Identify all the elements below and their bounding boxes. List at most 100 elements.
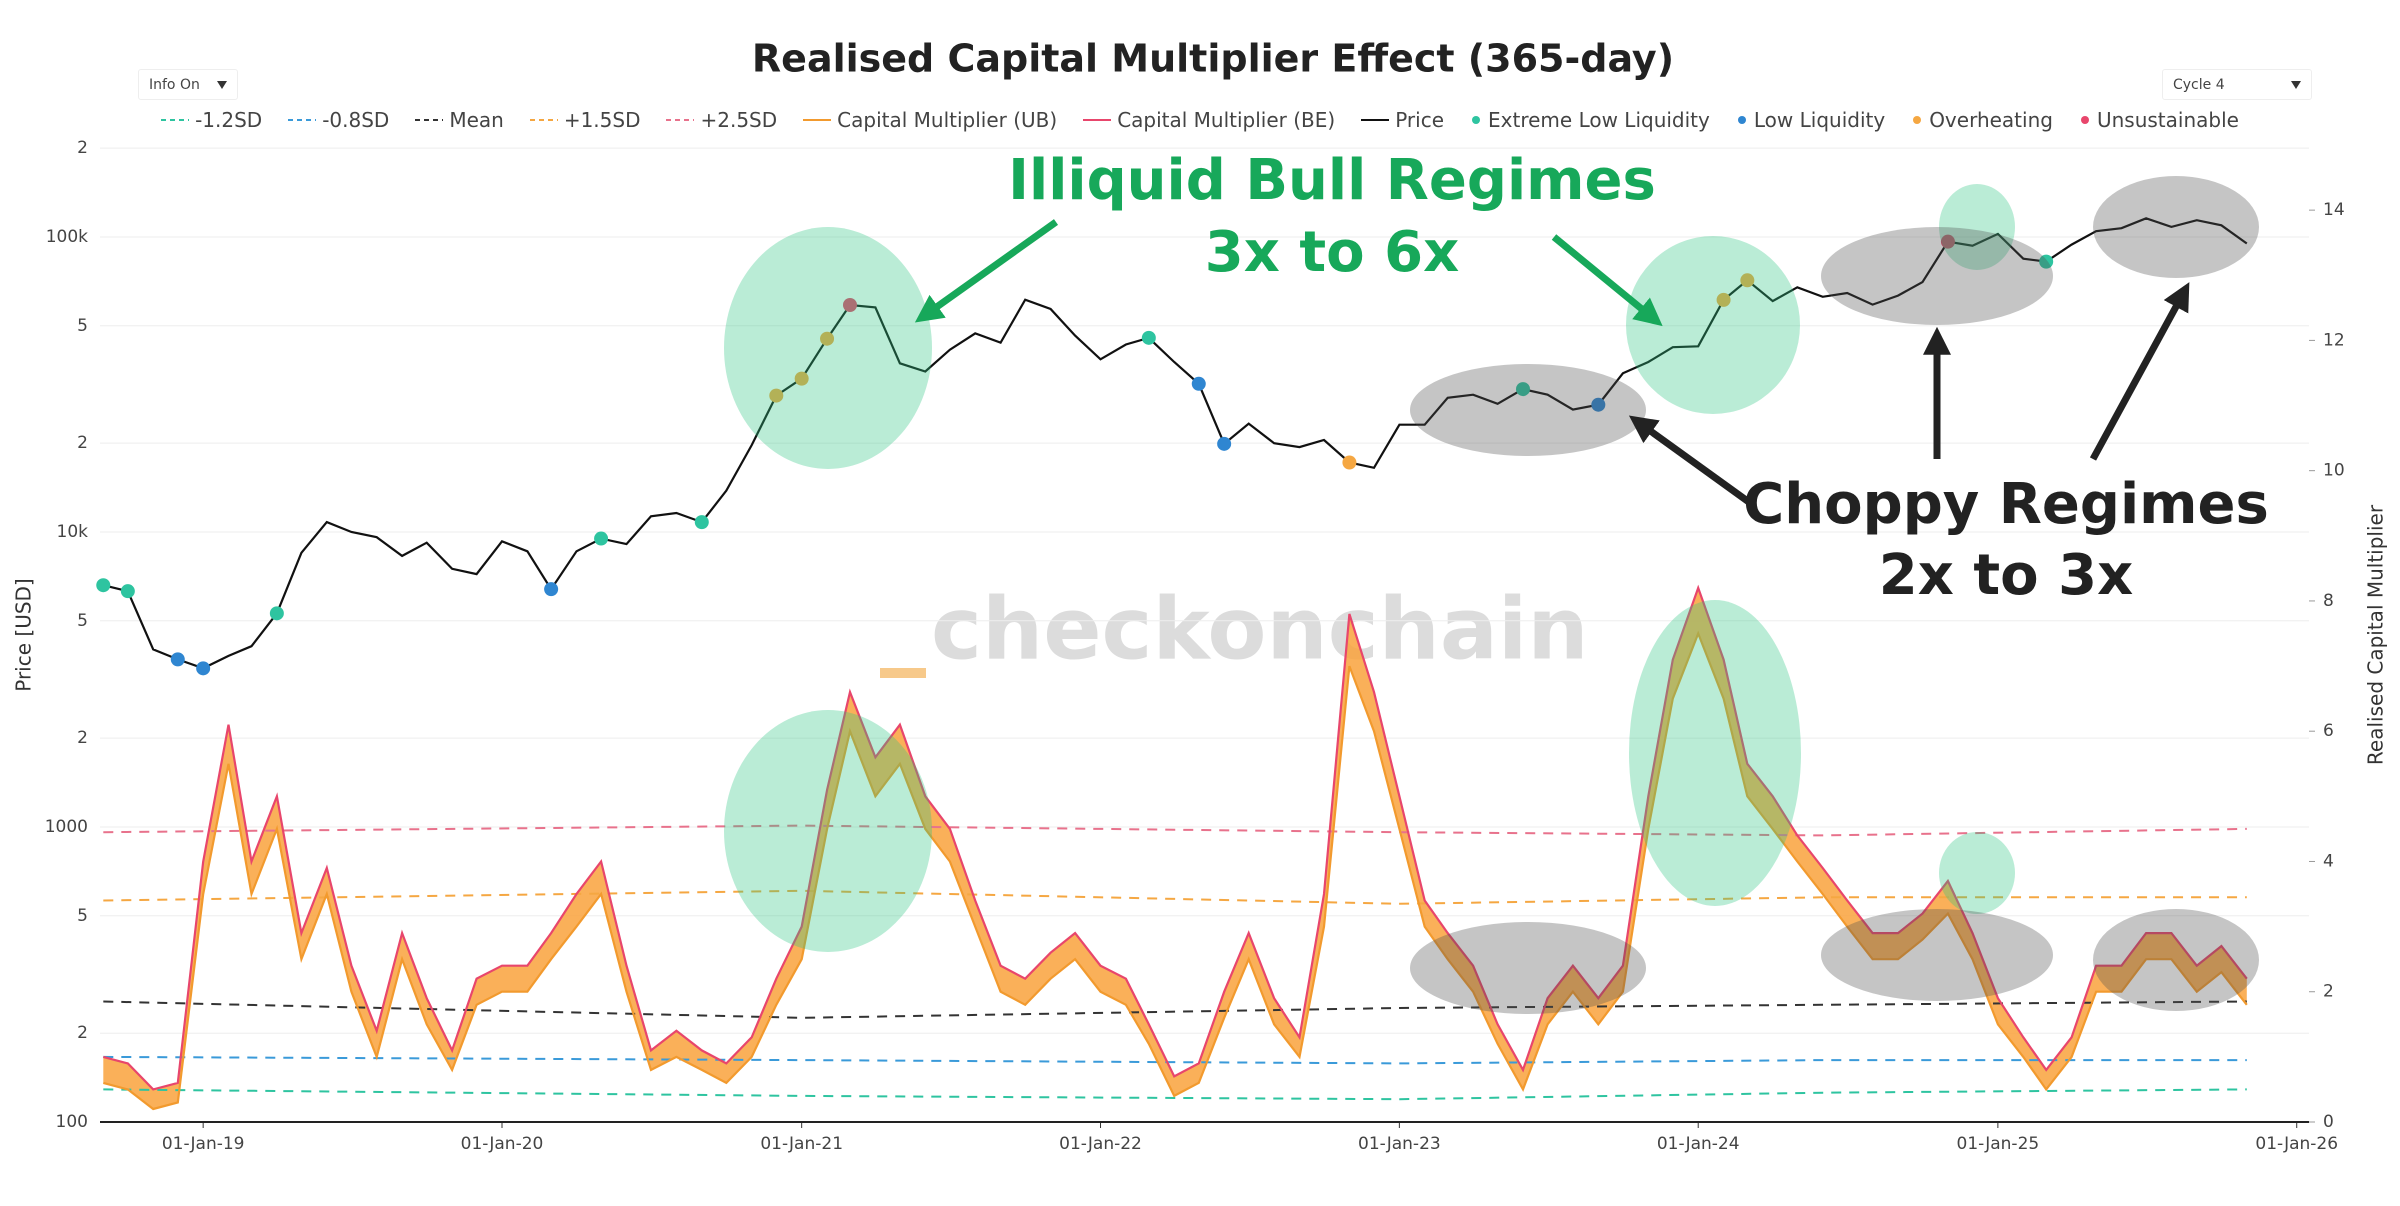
annotation: Illiquid Bull Regimes [1008,148,1656,213]
y-tick-label: 5 [77,611,88,631]
regime-dot [1591,397,1606,412]
series-line [103,584,2248,1091]
legend-label: -1.2SD [195,108,263,132]
legend-label: +1.5SD [563,108,641,132]
x-tick-label: 01-Jan-24 [1657,1134,1740,1154]
legend-label: -0.8SD [322,108,390,132]
regime-dot [2039,254,2054,269]
highlight [1939,184,2015,270]
legend-item: Low Liquidity [1736,108,1885,132]
y-tick-label: 2 [77,433,88,453]
legend-swatch [529,119,558,121]
regime-highlights [724,176,2259,1014]
regime-dot [1740,273,1755,288]
legend-label: Capital Multiplier (UB) [837,108,1058,132]
band-line [103,1055,2247,1065]
legend-swatch [803,119,832,121]
regime-dot [196,661,211,676]
plot [96,217,2248,1111]
annotation: Choppy Regimes [1743,472,2269,537]
dropdown-caret [217,80,227,89]
grid: 100 2 5 1000 2 5 10k 2 5 100k 2 0 2 4 6 8 10 12 14 01-Jan-1… [45,138,2345,1154]
legend-item: Mean [415,108,504,132]
regime-dot [1515,382,1530,397]
legend-item: Extreme Low Liquidity [1470,108,1710,132]
y-tick-label: 100 [56,1112,88,1132]
y-axis-title: Price [USD] [12,578,36,692]
legend-swatch [666,119,695,121]
legend-item: -0.8SD [288,108,389,132]
y2-tick-label: 14 [2323,200,2345,220]
dropdown-label: Cycle 4 [2173,76,2225,93]
legend-swatch [1083,119,1112,121]
y2-tick-label: 10 [2323,461,2345,481]
annotation: 2x to 3x [1879,543,2133,608]
legend-label: Mean [449,108,504,132]
regime-dot [769,388,784,403]
cycle-dropdown[interactable]: Cycle 4 [2162,69,2312,100]
band-line [103,1000,2247,1019]
highlight [2093,909,2259,1011]
dropdown-caret [2291,80,2301,89]
regime-dot [1940,234,1955,249]
legend-label: Price [1395,108,1445,132]
info-dropdown[interactable]: Info On [138,69,238,100]
highlight [1629,600,1801,906]
legend-swatch [415,119,444,121]
dropdown-label: Info On [149,76,200,93]
regime-dot [1141,330,1156,345]
legend-dot [2080,116,2089,124]
y2-tick-label: 0 [2323,1112,2334,1132]
legend-label: Extreme Low Liquidity [1488,108,1710,132]
regime-dot [1191,376,1206,391]
legend-item: Capital Multiplier (BE) [1083,108,1335,132]
legend-item: Unsustainable [2079,108,2239,132]
legend-label: Unsustainable [2096,108,2239,132]
multiplier-fill [103,587,2247,1109]
band-line [103,889,2247,905]
arrow [1551,234,1663,327]
legend-swatch [1472,116,1481,124]
y2-tick-label: 8 [2323,591,2334,611]
legend-dot [1913,116,1922,124]
regime-dot [269,606,284,621]
y-tick-label: 5 [77,316,88,336]
y2-tick-label: 6 [2323,721,2334,741]
regime-dot [1217,436,1232,451]
legend-swatch [1913,116,1922,124]
watermark-underscore [880,668,926,678]
regime-dot [820,331,835,346]
highlight [1939,832,2015,914]
highlight [1410,364,1646,456]
arrow [914,219,1059,323]
y-tick-label: 10k [57,522,89,542]
regime-dot [1342,455,1357,470]
legend-item: Capital Multiplier (UB) [803,108,1057,132]
legend-dot [1737,116,1746,124]
legend-label: Low Liquidity [1753,108,1886,132]
legend-swatch [2080,116,2089,124]
y2-tick-label: 4 [2323,851,2334,871]
y-tick-label: 2 [77,138,88,158]
band-line [103,1088,2247,1101]
y-tick-label: 2 [77,1023,88,1043]
x-tick-label: 01-Jan-21 [760,1134,843,1154]
legend-label: Overheating [1929,108,2053,132]
annotation: 3x to 6x [1205,220,1459,285]
x-tick-label: 01-Jan-23 [1358,1134,1441,1154]
legend: -1.2SD -0.8SD Mean +1.5SD +2.5SD Capital Mult… [0,108,2400,132]
arrows [914,219,2190,508]
series-line [103,630,2248,1111]
y2-tick-label: 2 [2323,982,2334,1002]
legend-swatch [288,119,317,121]
legend-item: +2.5SD [666,108,777,132]
legend-item: -1.2SD [161,108,262,132]
highlight [2093,176,2259,278]
legend-item: Price [1361,108,1444,132]
y-tick-label: 100k [46,227,88,247]
arrow [1628,415,1756,508]
highlight [1821,909,2053,1001]
highlight [1821,227,2053,325]
y2-axis-title: Realised Capital Multiplier [2364,504,2388,765]
legend-swatch [1737,116,1746,124]
